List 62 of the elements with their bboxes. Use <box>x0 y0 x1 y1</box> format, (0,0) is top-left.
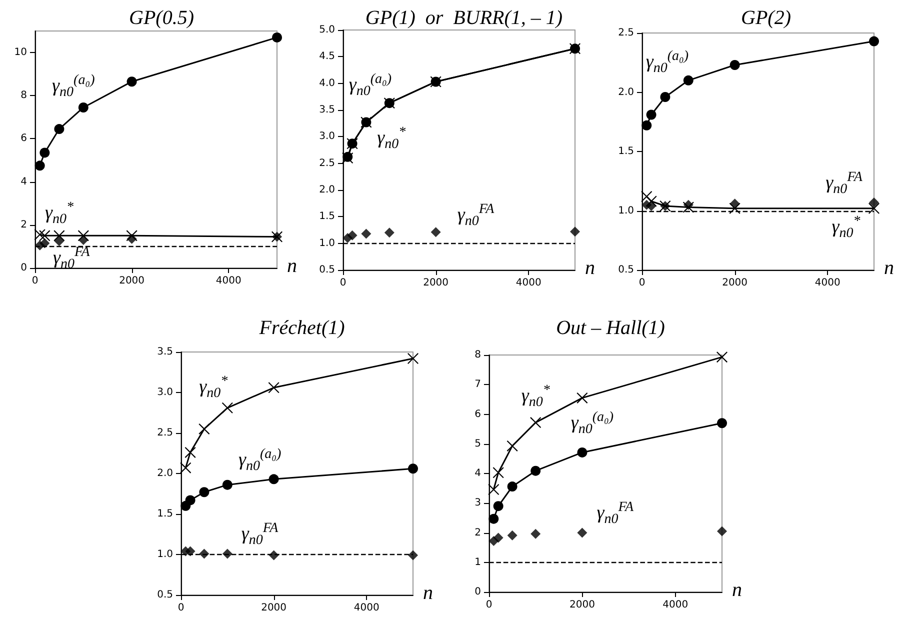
x-tick-label: 4000 <box>662 600 688 610</box>
x-tick-label: 0 <box>32 276 38 286</box>
y-tick-label: 0 <box>474 586 481 598</box>
x-tick-label: 2000 <box>423 278 449 288</box>
chart-title: GP(1) or BURR(1, – 1) <box>365 7 563 29</box>
x-tick-label: 0 <box>486 600 492 610</box>
y-tick-label: 2 <box>20 219 27 230</box>
x-tick-label: 0 <box>178 602 184 614</box>
y-tick-label: 2.0 <box>618 86 634 98</box>
y-tick-label: 2.5 <box>319 158 335 169</box>
chart-title: Out – Hall(1) <box>556 317 666 339</box>
x-axis-title: n <box>732 579 742 601</box>
x-tick-label: 4000 <box>516 278 542 288</box>
y-tick-label: 0.5 <box>157 590 173 600</box>
x-tick-label: 4000 <box>354 602 380 614</box>
y-tick-label: 1.5 <box>618 146 634 157</box>
y-tick-label: 4.0 <box>319 78 335 89</box>
x-tick-label: 0 <box>638 278 646 288</box>
x-tick-label: 4000 <box>814 278 840 288</box>
y-tick-label: 5.0 <box>319 24 335 36</box>
y-tick-label: 6 <box>474 408 481 420</box>
y-tick-label: 0 <box>20 262 27 274</box>
y-tick-label: 2 <box>474 527 481 538</box>
chart-title: GP(2) <box>741 7 792 29</box>
x-tick-label: 2000 <box>119 276 145 286</box>
y-tick-label: 0.5 <box>618 264 634 276</box>
y-tick-label: 1 <box>474 556 481 568</box>
y-tick-label: 3.0 <box>319 131 335 142</box>
y-tick-label: 4 <box>474 468 481 479</box>
y-tick-label: 4 <box>20 176 27 188</box>
y-tick-label: 1.0 <box>319 238 335 249</box>
y-tick-label: 7 <box>474 379 481 390</box>
y-tick-label: 1.0 <box>157 549 173 560</box>
x-tick-label: 4000 <box>216 276 242 286</box>
y-tick-label: 0.5 <box>319 264 335 276</box>
y-tick-label: 10 <box>14 47 27 58</box>
y-tick-label: 8 <box>20 90 27 102</box>
y-tick-label: 5 <box>474 438 481 450</box>
y-tick-label: 1.5 <box>157 508 173 520</box>
x-axis-title: n <box>423 582 433 604</box>
y-tick-label: 2.5 <box>618 28 634 38</box>
x-axis-title: n <box>287 255 297 277</box>
x-tick-label: 2000 <box>261 602 287 614</box>
y-tick-label: 3.5 <box>319 104 335 116</box>
x-tick-label: 2000 <box>569 600 595 610</box>
y-tick-label: 2.0 <box>319 184 335 196</box>
y-tick-label: 6 <box>20 133 27 144</box>
y-tick-label: 3 <box>474 498 481 509</box>
y-tick-label: 3.5 <box>157 346 173 358</box>
x-tick-label: 2000 <box>722 278 748 288</box>
chart-title: Fréchet(1) <box>258 317 346 339</box>
y-tick-label: 1.5 <box>319 211 335 222</box>
x-tick-label: 0 <box>340 278 346 288</box>
y-tick-label: 8 <box>474 350 481 360</box>
y-tick-label: 2.5 <box>157 428 173 438</box>
chart-title: GP(0.5) <box>129 7 194 29</box>
y-tick-label: 1.0 <box>618 205 634 216</box>
x-axis-title: n <box>585 257 595 279</box>
y-tick-label: 2.0 <box>157 468 173 479</box>
y-tick-label: 4.5 <box>319 51 335 62</box>
x-axis-title: n <box>884 257 894 279</box>
y-tick-label: 3.0 <box>157 387 173 398</box>
